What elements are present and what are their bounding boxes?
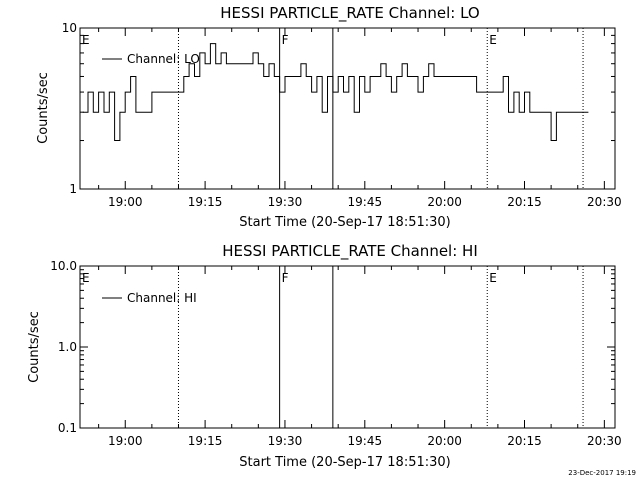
event-label-hi: E [82,271,90,285]
x-tick-label-lo: 19:45 [348,195,383,209]
y-tick-label-hi: 0.1 [58,421,77,435]
x-tick-label-lo: 19:30 [268,195,303,209]
x-tick-label-hi: 20:30 [587,434,622,448]
x-tick-label-lo: 20:30 [587,195,622,209]
legend-label-lo: Channel: LO [127,52,200,66]
y-tick-label-hi: 10.0 [50,259,77,273]
event-label-lo: F [282,33,289,47]
y-tick-label-lo: 10 [62,21,77,35]
chart-title-lo: HESSI PARTICLE_RATE Channel: LO [220,4,479,23]
x-axis-label-hi: Start Time (20-Sep-17 18:51:30) [239,455,450,470]
chart-title-hi: HESSI PARTICLE_RATE Channel: HI [222,242,478,261]
event-label-lo: E [82,33,90,47]
x-tick-label-hi: 19:45 [348,434,383,448]
x-tick-label-hi: 19:15 [188,434,223,448]
x-tick-label-hi: 19:30 [268,434,303,448]
y-tick-label-hi: 1.0 [58,340,77,354]
x-tick-label-lo: 20:00 [427,195,462,209]
plot-frame-lo [79,27,616,190]
x-tick-label-lo: 19:00 [108,195,143,209]
x-tick-label-lo: 20:15 [507,195,542,209]
y-axis-label-lo: Counts/sec [36,72,51,144]
y-tick-label-lo: 1 [69,182,77,196]
legend-label-hi: Channel: HI [127,291,197,305]
y-axis-label-hi: Counts/sec [27,311,42,383]
x-axis-label-lo: Start Time (20-Sep-17 18:51:30) [239,215,450,230]
plot-layer: 19:00 19:15 19:30 19:45 20:00 20:15 20:30 1 10 E F… [50,21,621,448]
x-tick-label-hi: 19:00 [108,434,143,448]
event-label-lo: E [489,33,497,47]
event-label-hi: E [489,271,497,285]
series-line-lo [82,43,589,141]
event-label-hi: F [282,271,289,285]
x-tick-label-hi: 20:15 [507,434,542,448]
x-tick-label-lo: 19:15 [188,195,223,209]
footer-timestamp: 23-Dec-2017 19:19 [568,469,636,477]
x-tick-label-hi: 20:00 [427,434,462,448]
